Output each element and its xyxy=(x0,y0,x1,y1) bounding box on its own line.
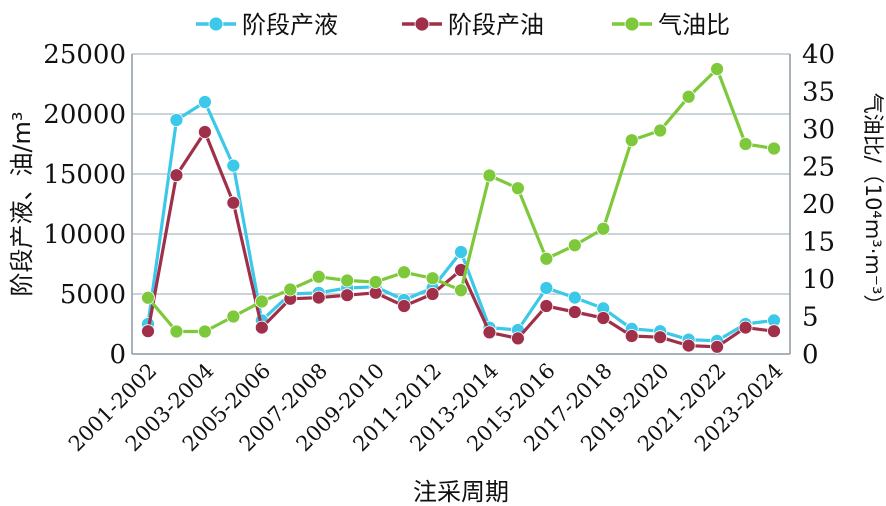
data-point xyxy=(454,245,468,259)
data-point xyxy=(624,329,639,343)
y-right-tick-label: 15 xyxy=(802,228,835,258)
data-point xyxy=(226,309,241,324)
data-point xyxy=(141,290,155,305)
x-axis-label: 注采周期 xyxy=(413,478,509,506)
data-point xyxy=(198,125,212,139)
data-point xyxy=(767,141,781,156)
y-right-tick-label: 40 xyxy=(802,40,835,70)
data-point xyxy=(198,324,212,339)
data-point xyxy=(567,290,582,305)
data-point xyxy=(169,168,184,183)
data-point xyxy=(425,287,440,301)
data-point xyxy=(169,113,184,127)
data-point xyxy=(738,137,753,151)
data-point xyxy=(311,290,326,305)
data-point xyxy=(567,238,582,253)
data-point xyxy=(226,195,241,210)
data-point xyxy=(340,273,355,288)
data-point xyxy=(397,265,411,280)
legend-marker xyxy=(414,16,430,32)
data-point xyxy=(738,320,753,335)
y-right-tick-label: 25 xyxy=(802,153,835,183)
y-right-tick-label: 5 xyxy=(802,303,819,333)
y-left-tick-label: 20000 xyxy=(43,100,126,130)
data-point xyxy=(596,311,611,325)
legend: 阶段产液 阶段产油 气油比 xyxy=(196,11,730,39)
y-right-tick-label: 10 xyxy=(802,265,835,295)
data-point xyxy=(141,324,155,339)
y-right-tick-label: 35 xyxy=(802,78,835,108)
data-point xyxy=(198,95,212,109)
axis-labels: 注采周期 阶段产液、油/m³ 气油比/（10⁴m³·m⁻³） xyxy=(8,93,885,506)
data-point xyxy=(539,251,554,266)
data-point xyxy=(653,330,668,345)
data-point xyxy=(368,275,383,289)
y-left-tick-label: 25000 xyxy=(43,40,126,70)
data-point xyxy=(539,281,554,295)
data-point xyxy=(254,320,269,335)
legend-entry: 气油比 xyxy=(658,11,730,39)
data-point xyxy=(511,331,525,346)
y-right-tick-label: 0 xyxy=(802,340,819,370)
data-point xyxy=(511,181,525,196)
data-point xyxy=(767,324,781,339)
y-left-tick-label: 10000 xyxy=(43,220,126,250)
data-point xyxy=(596,221,611,236)
data-point xyxy=(681,89,696,104)
data-point xyxy=(226,158,241,173)
data-point xyxy=(567,305,582,319)
series-line xyxy=(146,100,775,343)
series-layer xyxy=(141,62,781,354)
data-point xyxy=(283,282,298,297)
data-point xyxy=(425,271,440,286)
data-point xyxy=(340,288,355,303)
data-point xyxy=(710,339,724,354)
data-point xyxy=(710,62,724,76)
y-left-tick-label: 15000 xyxy=(43,160,126,190)
data-point xyxy=(482,325,497,340)
legend-entry: 阶段产油 xyxy=(448,11,544,39)
legend-entry: 阶段产液 xyxy=(242,11,338,39)
data-point xyxy=(539,299,554,313)
data-point xyxy=(681,338,696,353)
data-point xyxy=(397,299,411,313)
data-point xyxy=(169,324,184,339)
y-left-tick-label: 0 xyxy=(109,340,126,370)
y-axis-label-left: 阶段产液、油/m³ xyxy=(8,111,36,296)
y-axis-label-right: 气油比/（10⁴m³·m⁻³） xyxy=(861,93,885,316)
data-point xyxy=(254,294,269,309)
data-point xyxy=(653,123,668,138)
y-right-tick-label: 30 xyxy=(802,115,835,145)
data-point xyxy=(454,283,468,298)
y-left-tick-label: 5000 xyxy=(60,280,126,310)
data-point xyxy=(624,133,639,148)
data-point xyxy=(311,269,326,284)
axes xyxy=(131,54,791,355)
data-point xyxy=(482,168,497,183)
legend-marker xyxy=(624,16,640,32)
series-line xyxy=(146,130,775,349)
y-right-tick-label: 20 xyxy=(802,190,835,220)
legend-marker xyxy=(208,16,224,32)
